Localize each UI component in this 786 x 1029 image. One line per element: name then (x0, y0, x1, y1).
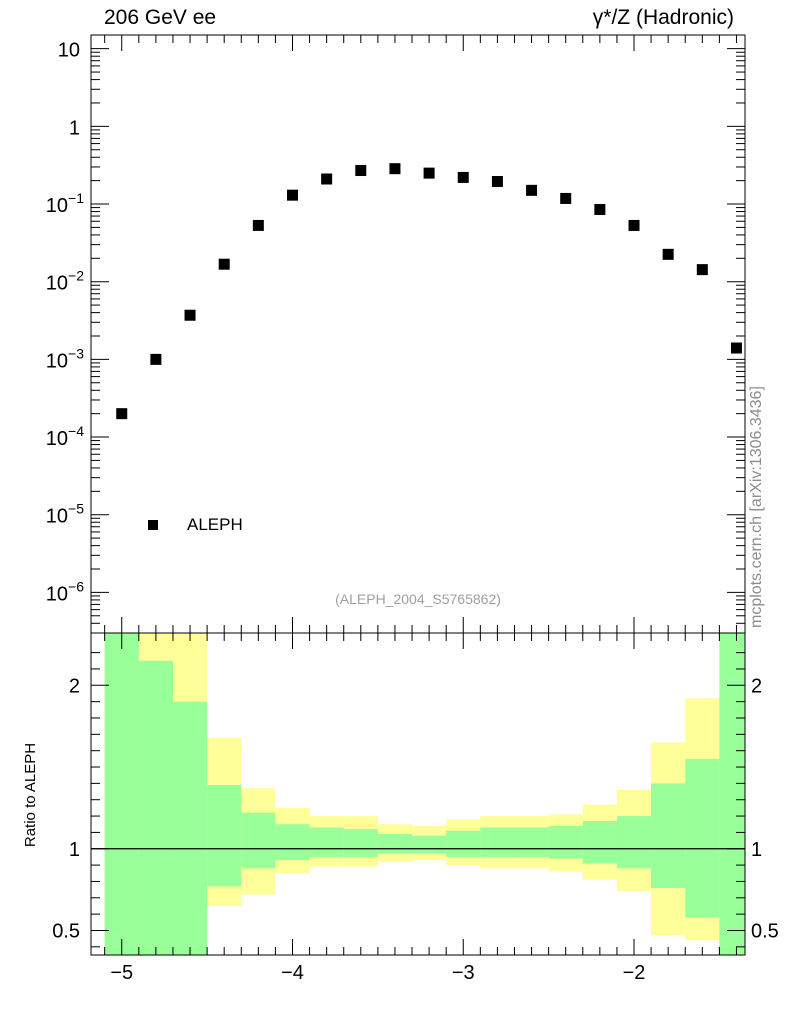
green-band-bin (241, 812, 276, 869)
green-band-bin (685, 758, 720, 918)
y-tick-label: 10−2 (46, 268, 84, 295)
green-band-bin (207, 785, 242, 887)
x-tick-label: −5 (110, 962, 133, 984)
aleph-data-point (594, 204, 606, 216)
aleph-data-point (526, 184, 538, 196)
aleph-data-point (252, 219, 264, 231)
y-tick-label: 1 (69, 117, 80, 139)
green-band-bin (172, 701, 208, 955)
y-tick-label: 10−1 (46, 190, 84, 217)
ratio-y-tick-label: 1 (69, 839, 80, 861)
aleph-data-point (355, 165, 367, 177)
x-tick-label: −2 (623, 962, 646, 984)
green-band-bin (616, 816, 652, 869)
aleph-data-point (423, 167, 435, 179)
aleph-data-point (491, 175, 503, 187)
main-panel-frame (90, 34, 746, 634)
green-band-bin (104, 633, 139, 955)
aleph-data-point (184, 309, 196, 321)
green-band-bin (582, 820, 617, 864)
y-tick-label: 10 (58, 40, 80, 62)
side-reference: mcplots.cern.ch [arXiv:1306.3436] (748, 386, 765, 628)
aleph-data-point (560, 192, 572, 204)
aleph-data-point (730, 342, 742, 354)
green-band-bin (651, 783, 686, 888)
green-band-bin (309, 827, 344, 857)
green-band-bin (138, 660, 173, 955)
green-band-bin (275, 824, 310, 861)
ratio-y-tick-label: 2 (69, 675, 80, 697)
energy-label: 206 GeV ee (104, 6, 217, 29)
ratio-panel-frame (90, 632, 746, 956)
aleph-data-point (457, 171, 469, 183)
y-tick-label: 10−6 (46, 578, 84, 605)
green-band-bin (514, 827, 549, 857)
y-tick-label: 10−3 (46, 345, 84, 372)
x-tick-label: −3 (452, 962, 475, 984)
aleph-data-point (696, 264, 708, 276)
aleph-data-point (218, 258, 230, 270)
process-label: γ*/Z (Hadronic) (592, 6, 734, 29)
y-tick-label: 10−4 (46, 423, 84, 450)
green-band-bin (719, 633, 745, 955)
green-band-bin (412, 835, 447, 854)
ratio-y-tick-label-right: 2 (751, 675, 762, 697)
green-band-bin (548, 825, 583, 859)
aleph-data-point (116, 408, 128, 420)
y-tick-label: 10−5 (46, 501, 84, 528)
green-band-bin (377, 834, 413, 854)
legend-marker (148, 520, 158, 530)
aleph-data-point (321, 173, 333, 185)
green-band-bin (343, 829, 378, 857)
ratio-y-tick-label-right: 0.5 (751, 920, 779, 942)
ratio-y-tick-label: 0.5 (52, 920, 80, 942)
aleph-data-point (662, 248, 674, 260)
aleph-data-point (389, 163, 401, 175)
ratio-y-axis-label: Ratio to ALEPH (22, 742, 39, 848)
legend-label: ALEPH (187, 515, 243, 534)
analysis-watermark: (ALEPH_2004_S5765862) (335, 591, 501, 607)
aleph-data-point (628, 219, 640, 231)
x-tick-label: −4 (281, 962, 304, 984)
green-band-bin (446, 830, 481, 857)
aleph-data-point (286, 189, 298, 201)
green-band-bin (480, 827, 515, 857)
aleph-data-point (150, 353, 162, 365)
ratio-y-tick-label-right: 1 (751, 839, 762, 861)
